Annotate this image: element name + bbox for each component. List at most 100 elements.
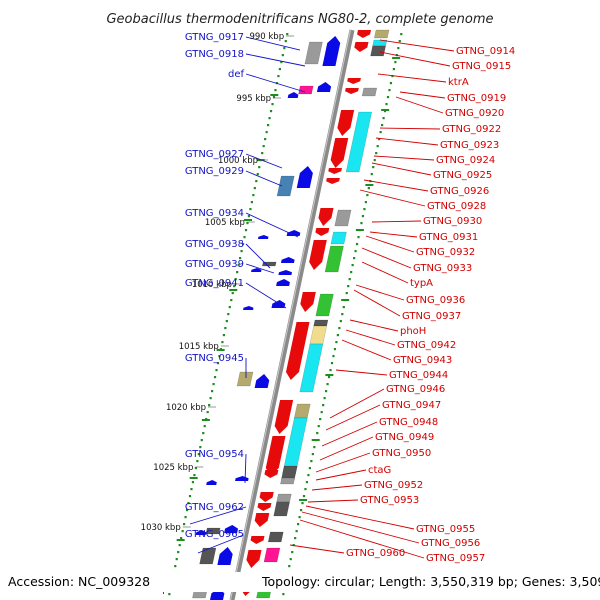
reverse-cds-arrow [354,42,369,52]
right-leader-line [373,155,435,161]
reverse-cds-arrow [257,503,272,511]
reverse-cds-arrow [274,400,294,434]
rail-dot [174,565,177,568]
rail-dot [392,68,395,71]
reverse-cog-block [324,245,344,273]
rail-dot [398,40,401,43]
forward-cog-block [262,261,277,267]
left-gene-label: GTNG_0918 [185,49,244,60]
reverse-cds-arrow [246,550,262,568]
rail-dot [299,509,303,512]
forward-cog-block [276,175,295,197]
rail-dot [308,467,311,470]
rail-dot [268,117,271,120]
right-leader-line [341,339,392,361]
forward-cog-block [205,527,221,535]
left-gene-label: GTNG_0954 [185,449,244,460]
scale-label: 1005 kbp [205,218,245,228]
rail-dot [302,495,306,498]
rail-dot [342,306,345,309]
right-gene-label: GTNG_0920 [445,108,504,119]
forward-cds-arrow [224,525,239,533]
rail-dot [184,516,187,519]
rail-dot [218,355,221,358]
right-leader-line [359,189,426,207]
rail-dot [265,131,268,134]
rail-dot [345,292,348,295]
rail-dot [360,222,363,225]
rail-dot [304,488,307,491]
rail-dot [280,61,283,64]
left-gene-label: GTNG_0941 [185,278,244,289]
scale-label: 995 kbp [236,94,271,104]
right-leader-line [375,137,439,146]
rail-dot [355,243,359,246]
rail-dot [190,488,193,491]
reverse-cds-arrow [337,110,355,136]
right-leader-line [363,179,429,192]
rail-dot [357,236,360,239]
right-gene-label: GTNG_0947 [382,400,441,411]
forward-cds-arrow [280,257,295,263]
right-gene-labels: GTNG_0914 GTNG_0915 ktrA GTNG_0919 GTNG_0920… [346,46,515,564]
rail-dot [320,411,323,414]
right-leader-line [365,235,415,253]
right-leader-line [335,369,388,376]
right-gene-label: GTNG_0957 [426,553,485,564]
rail-dot [330,362,334,365]
rail-dot [339,320,342,323]
reverse-cds-arrow [315,228,330,236]
rail-dot [212,383,215,386]
right-gene-label: GTNG_0956 [421,538,480,549]
rail-dot [250,201,253,204]
forward-cds-small [206,480,217,485]
reverse-cog-block [273,501,290,517]
rail-dot [224,327,227,330]
rail-dot [230,299,233,302]
rail-dot [240,250,243,253]
left-leader-line [245,36,301,51]
rail-dot [193,474,196,477]
rail-dot [178,544,181,547]
rail-dot [335,341,338,344]
right-leader-line [329,388,385,419]
left-leader-line [245,263,275,274]
scale-label: 1030 kbp [141,523,181,533]
right-gene-label: GTNG_0930 [423,216,482,227]
rail-dot [351,264,354,267]
right-gene-label: GTNG_0936 [406,295,465,306]
right-leader-line [315,469,367,481]
rail-dot [367,187,370,190]
rail-dot [353,257,356,260]
rail-dot [278,68,281,71]
rail-dot [271,103,274,106]
rail-dot [329,369,332,372]
scale-label: 990 kbp [249,32,284,42]
rail-dot [361,215,365,218]
rail-dot [187,502,190,505]
rail-dot [261,152,264,155]
forward-cds-small [195,530,207,535]
rail-dot [247,215,251,218]
left-gene-label: GTNG_0917 [185,32,244,43]
left-gene-label: GTNG_0927 [185,149,244,160]
left-gene-label: GTNG_0962 [185,502,244,513]
rail-dot [188,495,192,498]
rail-dot [319,418,322,421]
right-leader-line [361,261,409,284]
rail-dot [394,61,397,64]
rail-dot [236,271,239,274]
rail-dot [221,341,224,344]
reverse-cds-arrow [345,88,359,94]
rail-dot [183,523,186,526]
rail-dot [222,334,225,337]
forward-cds-arrow [278,270,292,275]
rail-dot [307,474,310,477]
genome-backbone [229,29,355,600]
reverse-cds-arrow [300,292,316,312]
rail-dot [295,530,298,533]
right-gene-label: GTNG_0944 [389,370,448,381]
left-gene-label: GTNG_0965 [185,529,244,540]
right-gene-label: GTNG_0924 [436,155,495,166]
rail-dot [185,509,189,512]
